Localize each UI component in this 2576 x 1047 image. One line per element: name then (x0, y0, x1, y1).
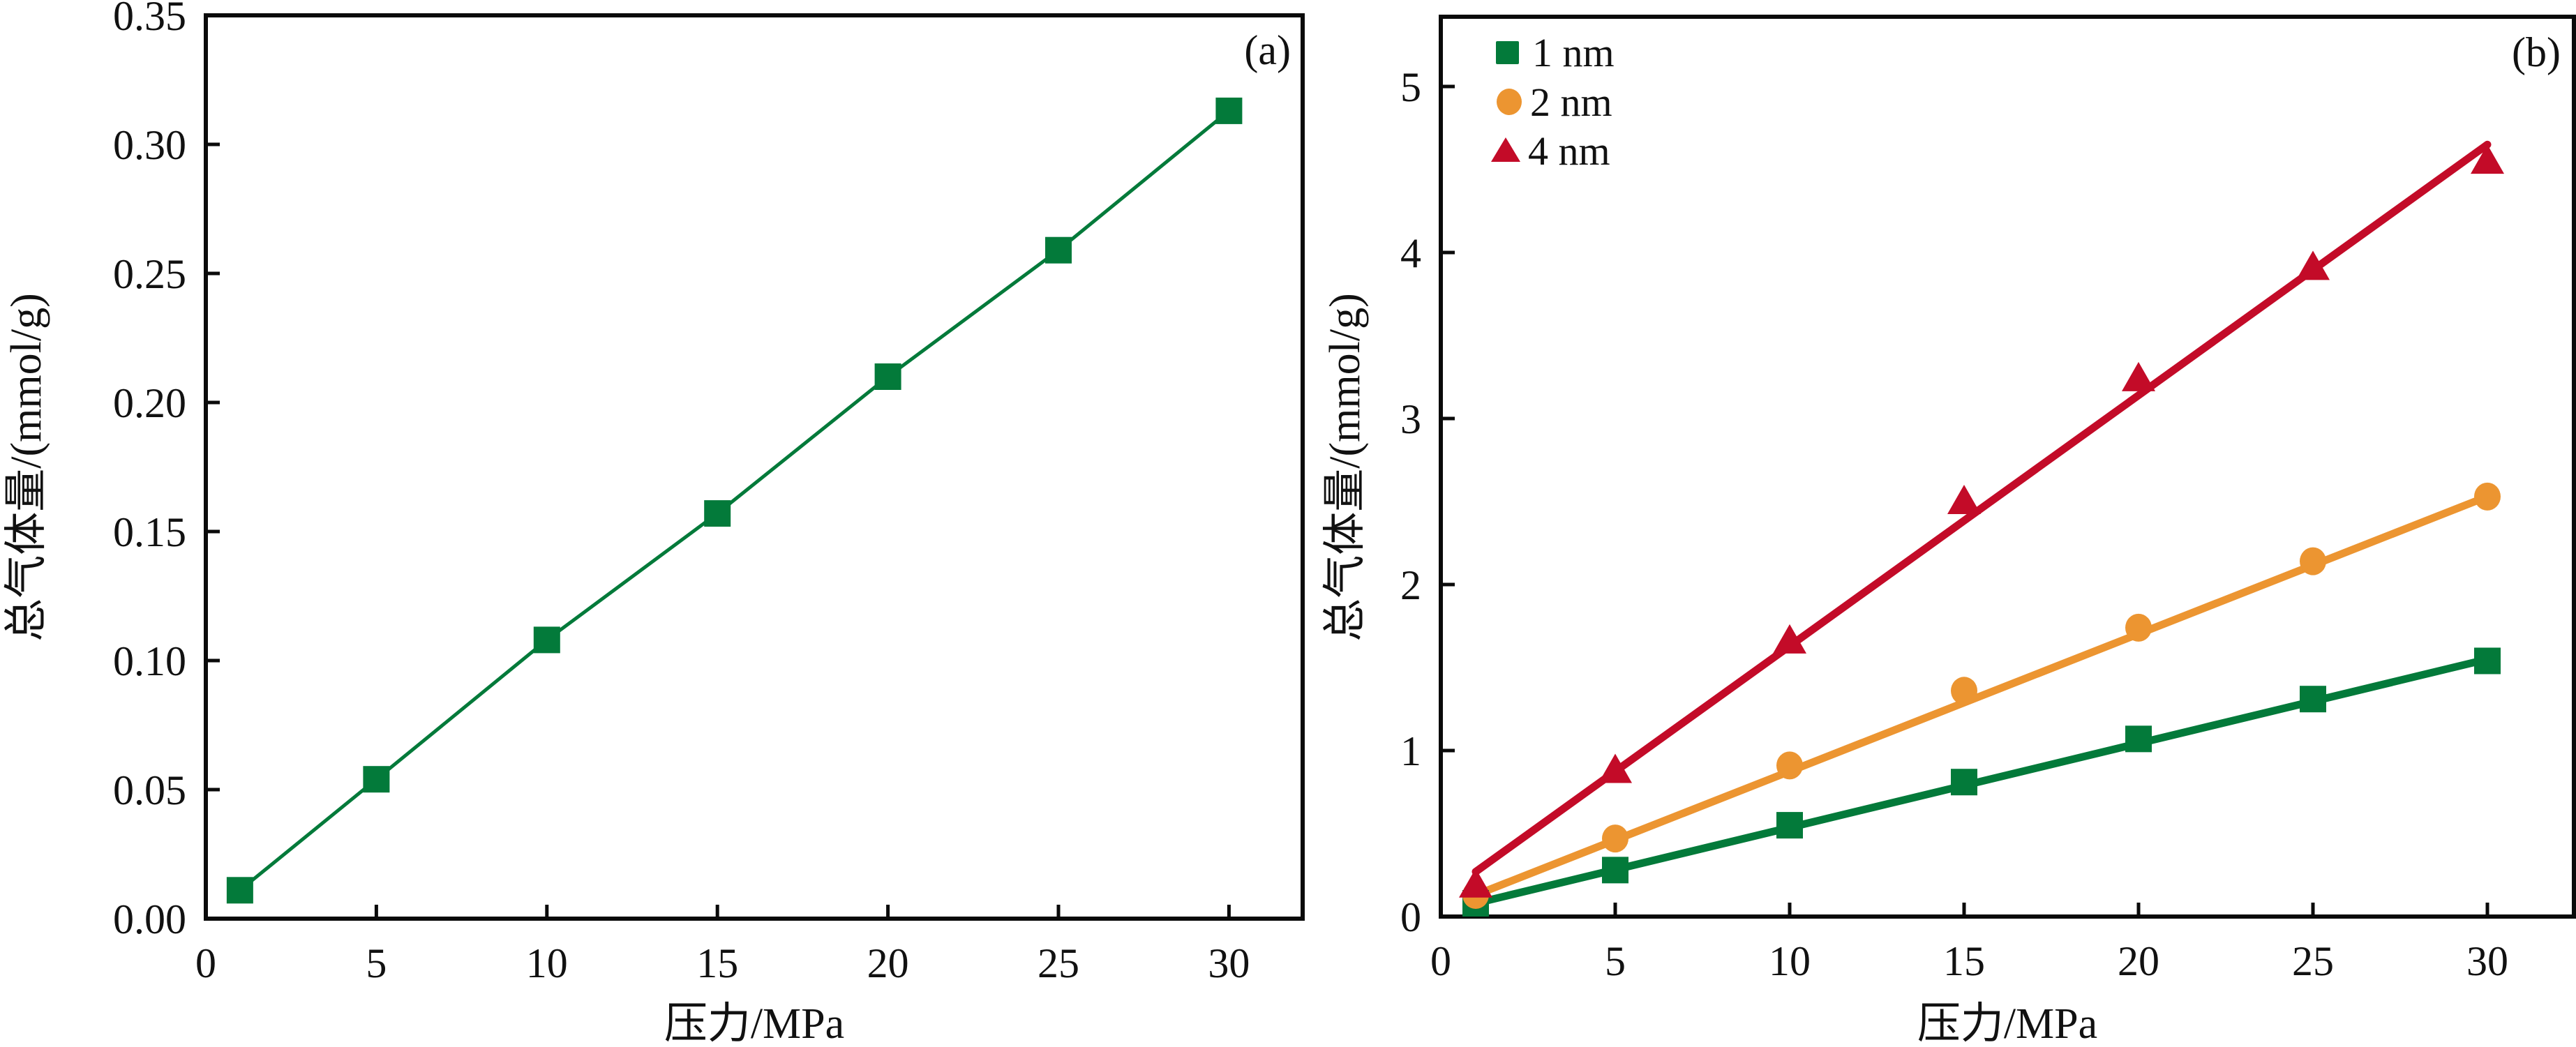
panel-b-ylabel: 总气体量/(mmol/g) (1321, 293, 1369, 641)
x-tick-label: 20 (2118, 938, 2159, 984)
x-tick-label: 5 (366, 940, 387, 986)
panel-a-series (226, 97, 1243, 904)
x-tick-label: 25 (1038, 940, 1079, 986)
y-tick-label: 5 (1400, 64, 1421, 110)
panel-a-ticks: 0 5 10 15 20 25 30 0.00 0.05 0.10 0.15 0.20 0.25 0.30… (113, 0, 1250, 986)
data-point-circle-2nm (2474, 482, 2501, 511)
data-point-square-1nm (1602, 857, 1628, 884)
panel-b-tag: (b) (2512, 29, 2561, 75)
data-point-square-1nm (2300, 686, 2326, 713)
legend-square-marker-icon (1496, 41, 1519, 64)
x-tick-label: 0 (195, 940, 216, 986)
y-tick-label: 0 (1400, 894, 1421, 940)
y-tick-label: 1 (1400, 728, 1421, 774)
data-point-square-series (874, 363, 901, 390)
panel-a-ylabel: 总气体量/(mmol/g) (3, 293, 50, 641)
y-tick-label: 0.20 (113, 380, 186, 426)
data-point-square-series (363, 766, 390, 793)
y-tick-label: 0.30 (113, 122, 186, 168)
panel-b-series (1459, 144, 2504, 917)
data-point-square-1nm (2125, 725, 2152, 753)
panel-b-xlabel: 压力/MPa (1917, 1000, 2097, 1047)
panel-b-legend: 1 nm 2 nm 4 nm (1491, 30, 1615, 174)
x-tick-label: 0 (1430, 938, 1451, 984)
fit-line-4nm (1472, 140, 2492, 876)
data-point-circle-2nm (1602, 824, 1628, 853)
y-tick-label: 0.15 (113, 509, 186, 555)
data-point-square-series (1045, 236, 1072, 264)
x-tick-label: 30 (1208, 940, 1250, 986)
data-point-circle-2nm (1776, 751, 1803, 780)
data-point-square-series (533, 626, 560, 654)
data-point-triangle-4nm (1947, 484, 1981, 514)
data-point-square-1nm (1951, 769, 1977, 796)
legend-label-2nm: 2 nm (1530, 80, 1612, 125)
panel-a-frame (204, 13, 1305, 921)
x-tick-label: 25 (2292, 938, 2334, 984)
data-point-square-1nm (1776, 812, 1803, 839)
panel-a-chart: 0 5 10 15 20 25 30 0.00 0.05 0.10 0.15 0.20 0.25 0.30… (3, 0, 1305, 1047)
y-tick-label: 0.00 (113, 896, 186, 942)
panel-b-ticks: 0 5 10 15 20 25 30 0 1 2 3 4 5 (1400, 64, 2508, 984)
panel-a-tag: (a) (1244, 27, 1291, 73)
legend-triangle-marker-icon (1491, 137, 1520, 162)
data-point-triangle-4nm (2296, 250, 2330, 280)
panel-a-xlabel: 压力/MPa (664, 1000, 844, 1047)
panel-b-chart: 0 5 10 15 20 25 30 0 1 2 3 4 5 (b) 压力/MPa 总气体量/(mmol… (1321, 15, 2576, 1047)
data-point-square-series (226, 877, 253, 904)
data-point-triangle-4nm (1598, 753, 1632, 783)
x-tick-label: 15 (696, 940, 738, 986)
data-point-square-series (1215, 97, 1243, 124)
data-point-triangle-4nm (2471, 144, 2504, 174)
y-tick-label: 0.10 (113, 638, 186, 684)
data-point-circle-2nm (2300, 547, 2326, 575)
data-point-square-series (704, 500, 731, 527)
legend-circle-marker-icon (1497, 89, 1522, 115)
x-tick-label: 10 (526, 940, 568, 986)
y-tick-label: 0.35 (113, 0, 186, 39)
data-point-square-1nm (2474, 647, 2501, 675)
y-tick-label: 0.25 (113, 251, 186, 297)
legend-item-4nm: 4 nm (1491, 128, 1610, 174)
y-tick-label: 0.05 (113, 767, 186, 813)
y-tick-label: 3 (1400, 396, 1421, 442)
legend-item-1nm: 1 nm (1496, 30, 1615, 75)
data-point-circle-2nm (1951, 677, 1977, 705)
data-point-circle-2nm (2125, 613, 2152, 642)
legend-item-2nm: 2 nm (1497, 80, 1612, 125)
legend-label-1nm: 1 nm (1532, 30, 1615, 75)
panel-b-fit-lines (1472, 140, 2492, 907)
legend-label-4nm: 4 nm (1528, 128, 1610, 174)
x-tick-label: 20 (867, 940, 909, 986)
data-point-triangle-4nm (1773, 624, 1806, 654)
y-tick-label: 4 (1400, 230, 1421, 276)
x-tick-label: 10 (1769, 938, 1811, 984)
x-tick-label: 15 (1943, 938, 1985, 984)
panel-b-frame (1439, 15, 2576, 919)
y-tick-label: 2 (1400, 562, 1421, 608)
data-point-triangle-4nm (2122, 361, 2155, 391)
data-point-triangle-4nm (1459, 868, 1492, 898)
x-tick-label: 30 (2466, 938, 2508, 984)
x-tick-label: 5 (1605, 938, 1626, 984)
